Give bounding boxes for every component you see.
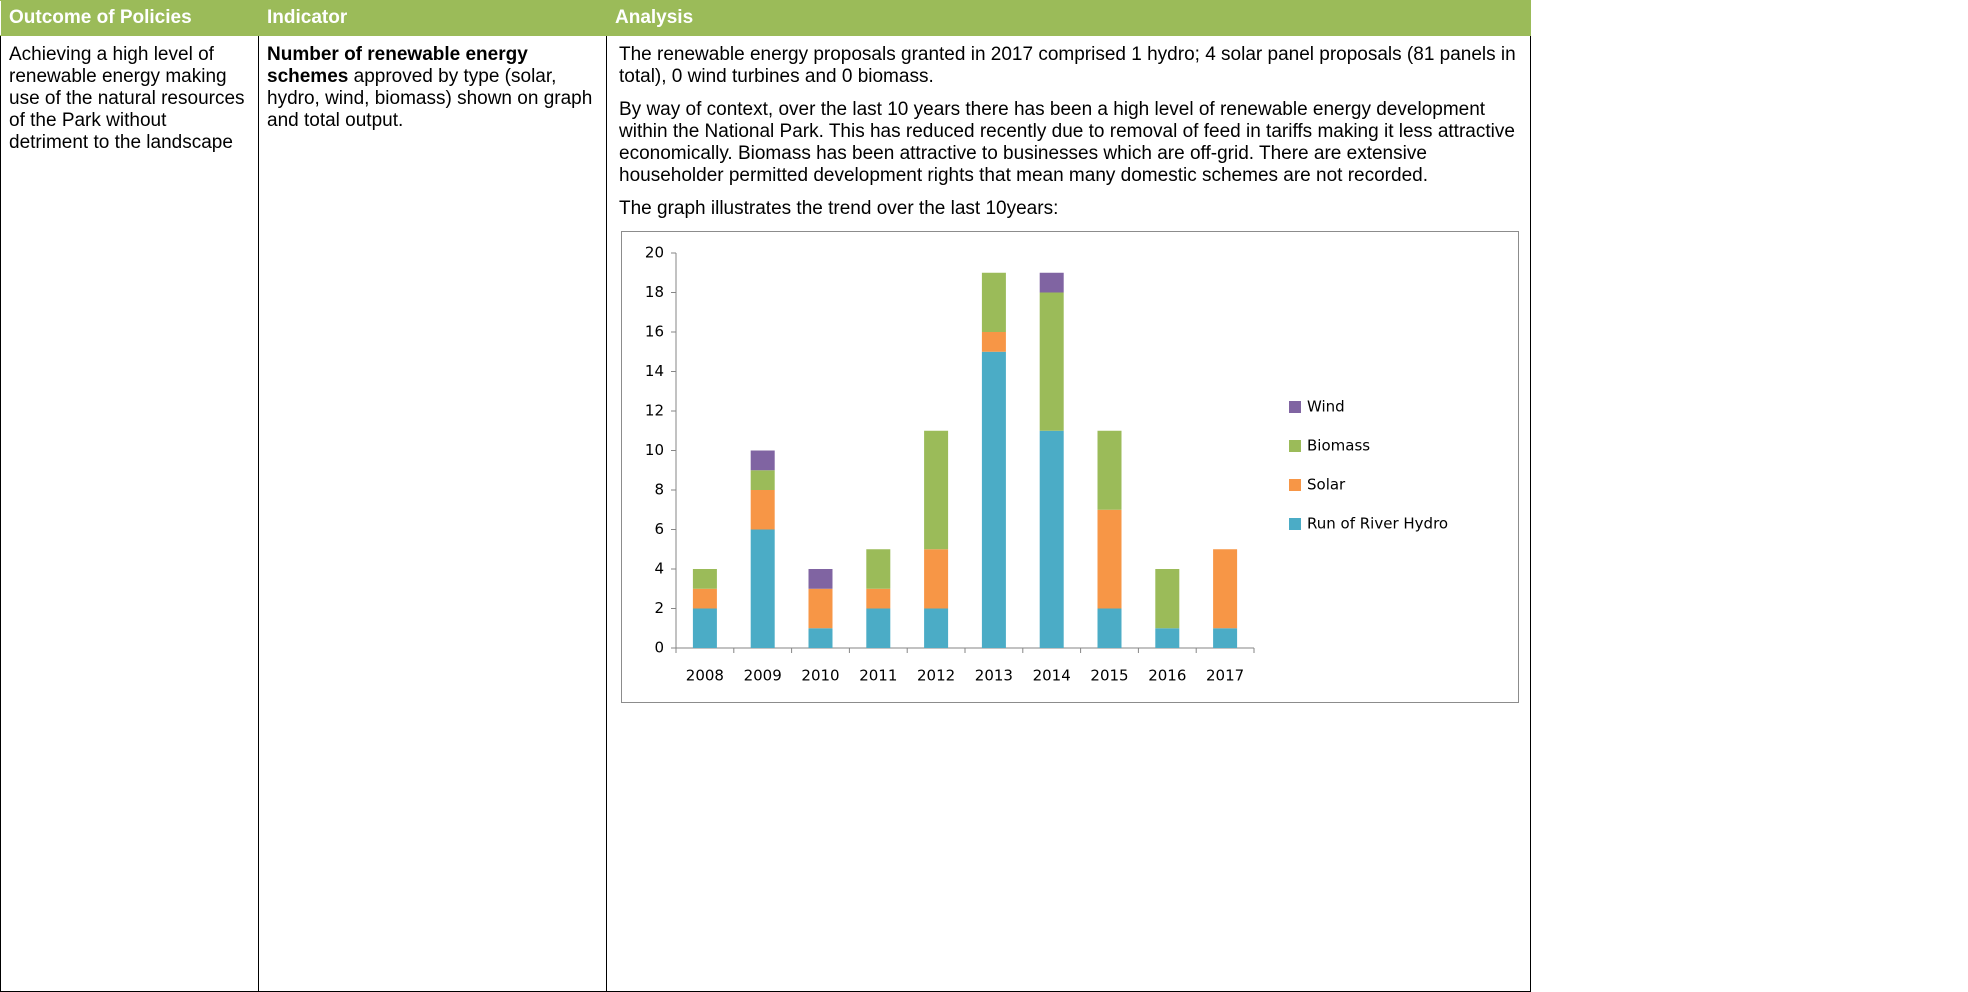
bar-segment	[1097, 430, 1122, 510]
y-tick-label: 4	[654, 560, 664, 578]
header-cell: Indicator	[258, 0, 607, 36]
y-tick-label: 6	[654, 520, 664, 538]
bar-segment	[750, 450, 775, 471]
bar-segment	[750, 529, 775, 648]
bar-segment	[1039, 292, 1064, 431]
bar-segment	[1097, 509, 1122, 609]
paragraph: The graph illustrates the trend over the…	[619, 198, 1059, 219]
bar-segment	[981, 272, 1006, 332]
indicator-text: approved by type (solar, hydro, wind, bi…	[267, 66, 593, 131]
legend-swatch	[1289, 479, 1301, 491]
paragraph: By way of context, over the last 10 year…	[619, 99, 1515, 186]
bar-segment	[866, 588, 891, 609]
x-tick-label: 2012	[917, 667, 955, 685]
bar-segment	[750, 470, 775, 490]
x-tick-label: 2013	[975, 667, 1013, 685]
x-tick-label: 2015	[1090, 667, 1128, 685]
bar-segment	[981, 332, 1006, 352]
bar-segment	[866, 608, 891, 648]
bar-segment	[808, 588, 833, 629]
bar-segment	[692, 588, 717, 609]
analysis-cell: The renewable energy proposals granted i…	[606, 35, 1531, 992]
bar-segment	[924, 430, 949, 550]
bar-segment	[924, 608, 949, 648]
bar-segment	[1213, 628, 1238, 648]
x-tick-label: 2014	[1033, 667, 1071, 685]
policy-table: Outcome of Policies Indicator Analysis A…	[0, 0, 1531, 992]
legend-label: Run of River Hydro	[1307, 515, 1448, 533]
y-tick-label: 12	[645, 402, 664, 420]
bar-segment	[1155, 569, 1180, 629]
header-row: Outcome of Policies Indicator Analysis	[0, 0, 1531, 36]
bar-segment	[866, 549, 891, 589]
y-tick-label: 8	[654, 481, 664, 499]
legend-swatch	[1289, 440, 1301, 452]
outcome-text: Achieving a high level of renewable ener…	[9, 44, 245, 153]
x-tick-label: 2016	[1148, 667, 1186, 685]
x-tick-label: 2008	[686, 667, 724, 685]
bar-segment	[750, 490, 775, 530]
body-row: Achieving a high level of renewable ener…	[0, 35, 1531, 992]
bar-segment	[1039, 272, 1064, 293]
bar-segment	[692, 569, 717, 589]
bar-segment	[924, 549, 949, 609]
y-tick-label: 14	[645, 362, 664, 380]
y-tick-label: 2	[654, 599, 664, 617]
y-tick-label: 10	[645, 441, 664, 459]
bar-segment	[808, 569, 833, 589]
y-tick-label: 20	[645, 244, 664, 262]
indicator-bold: Number of renewable energy schemes	[267, 44, 528, 87]
legend-swatch	[1289, 518, 1301, 530]
header-cell: Analysis	[606, 0, 1531, 36]
y-tick-label: 18	[645, 283, 664, 301]
x-tick-label: 2011	[859, 667, 897, 685]
bar-segment	[808, 628, 833, 648]
legend-swatch	[1289, 401, 1301, 413]
bar-segment	[1039, 430, 1064, 648]
x-tick-label: 2017	[1206, 667, 1244, 685]
legend-label: Solar	[1307, 476, 1346, 494]
legend-label: Biomass	[1307, 437, 1370, 455]
bar-segment	[1155, 628, 1180, 648]
bar-segment	[692, 608, 717, 648]
legend-label: Wind	[1307, 398, 1345, 416]
y-tick-label: 16	[645, 323, 664, 341]
bar-segment	[981, 351, 1006, 648]
bar-segment	[1213, 549, 1238, 629]
chart: 0 2 4 6 8 10 12 14 16 18 20 2008 2009 2010 2011 2012 201…	[621, 231, 1519, 703]
header-cell: Outcome of Policies	[0, 0, 259, 36]
outcome-cell: Achieving a high level of renewable ener…	[0, 35, 259, 992]
paragraph: The renewable energy proposals granted i…	[619, 44, 1516, 87]
bar-segment	[1097, 608, 1122, 648]
x-tick-label: 2010	[801, 667, 839, 685]
indicator-cell: Number of renewable energy schemes appro…	[258, 35, 607, 992]
y-tick-label: 0	[654, 639, 664, 657]
x-tick-label: 2009	[744, 667, 782, 685]
